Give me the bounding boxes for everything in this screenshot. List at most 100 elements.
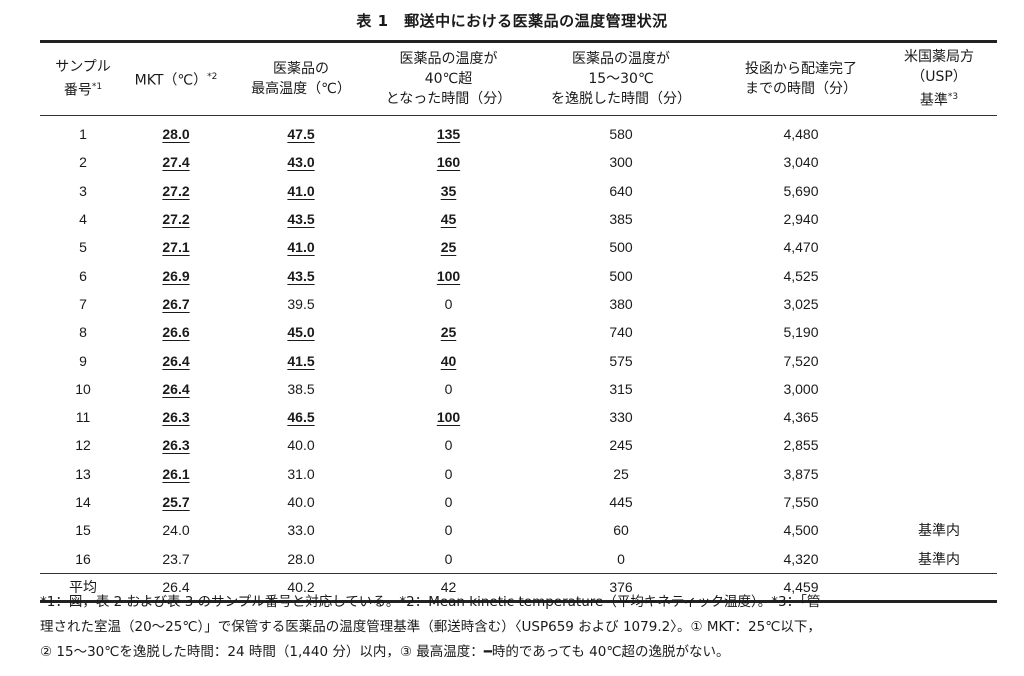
table-cell: 3,040: [783, 154, 819, 171]
table-cell: 12: [75, 437, 91, 454]
table-cell: 0: [617, 550, 625, 567]
table-cell: 575: [609, 352, 633, 369]
table-row: 8 26.6 45.0 25 740 5,190: [40, 318, 997, 346]
table-cell: 45.0: [287, 324, 315, 341]
average-cell: 26.4: [162, 578, 190, 595]
table-cell: 100: [436, 267, 461, 284]
average-cell: 376: [609, 578, 633, 595]
table-row: 5 27.1 41.0 25 500 4,470: [40, 233, 997, 261]
table-cell: 26.4: [162, 380, 190, 397]
table-cell: 1: [79, 126, 87, 143]
table-cell: 380: [609, 295, 633, 312]
average-cell: 平均: [69, 578, 97, 595]
table-cell: [881, 233, 997, 261]
table-cell: 0: [444, 465, 453, 482]
table-cell: [881, 205, 997, 233]
table-cell: 0: [444, 437, 453, 454]
table-cell: 基準内: [918, 550, 960, 567]
header-line: 医薬品の: [273, 61, 329, 77]
column-header: 米国薬局方 （USP） 基準*3: [881, 42, 997, 116]
table-cell: 245: [609, 437, 633, 454]
table-cell: 100: [436, 409, 461, 426]
table-cell: 6: [79, 267, 87, 284]
table-cell: 13: [75, 465, 91, 482]
table-cell: 5: [79, 239, 87, 256]
table-cell: [881, 177, 997, 205]
table-cell: 26.3: [162, 437, 190, 454]
table-row: 6 26.9 43.5 100 500 4,525: [40, 261, 997, 289]
table-row: 16 23.7 28.0 0 0 4,320 基準内: [40, 544, 997, 573]
table-row: 14 25.7 40.0 0 445 7,550: [40, 488, 997, 516]
table-cell: 4,500: [783, 522, 819, 539]
table-cell: 47.5: [287, 126, 315, 143]
table-cell: 0: [444, 522, 453, 539]
table-cell: 135: [436, 126, 461, 143]
table-cell: 9: [79, 352, 87, 369]
table-cell: 31.0: [287, 465, 315, 482]
header-line: を逸脱した時間（分）: [551, 91, 691, 107]
table-cell: [881, 403, 997, 431]
table-cell: 45: [440, 211, 457, 228]
footnote-marker: *2: [207, 72, 218, 83]
table-cell: 27.1: [162, 239, 190, 256]
column-header: 医薬品の温度が 15～30℃ を逸脱した時間（分）: [521, 42, 721, 116]
table-cell: 40.0: [287, 437, 315, 454]
table-cell: [881, 116, 997, 149]
table-cell: [881, 148, 997, 176]
table-cell: 315: [609, 380, 633, 397]
table-cell: 0: [444, 550, 453, 567]
average-cell: 4,459: [783, 578, 819, 595]
header-line: サンプル: [55, 59, 111, 76]
header-line: MKT（℃）: [134, 72, 208, 89]
column-header: サンプル 番号*1: [40, 42, 126, 116]
table-cell: 4,365: [783, 409, 819, 426]
table-cell: 500: [609, 267, 633, 284]
table-cell: 46.5: [287, 409, 315, 426]
table-cell: [881, 318, 997, 346]
table-cell: 4,320: [783, 550, 819, 567]
table-cell: 27.2: [162, 182, 190, 199]
table-cell: 385: [609, 211, 633, 228]
table-cell: 4,525: [783, 267, 819, 284]
table-cell: 7,520: [783, 352, 819, 369]
header-line: 医薬品の温度が: [399, 51, 498, 67]
table-cell: 0: [444, 380, 453, 397]
table-cell: [881, 460, 997, 488]
table-row: 9 26.4 41.5 40 575 7,520: [40, 346, 997, 374]
header-line: となった時間（分）: [385, 91, 512, 107]
table-cell: [881, 261, 997, 289]
table-cell: 26.9: [162, 267, 190, 284]
table-row: 3 27.2 41.0 35 640 5,690: [40, 177, 997, 205]
table-cell: 26.3: [162, 409, 190, 426]
table-cell: 4,480: [783, 126, 819, 143]
header-line: 投函から配達完了: [745, 61, 857, 77]
column-header: 医薬品の最高温度（℃）: [226, 42, 376, 116]
column-header: 投函から配達完了 までの時間（分）: [721, 42, 881, 116]
table-cell: 4: [79, 211, 87, 228]
table-cell: [881, 346, 997, 374]
table-cell: 7: [79, 295, 87, 312]
table-cell: 7,550: [783, 494, 819, 510]
table-cell: 40.0: [287, 494, 315, 510]
table-cell: 2: [79, 154, 87, 171]
table-cell: 580: [609, 126, 633, 143]
table-row: 13 26.1 31.0 0 25 3,875: [40, 460, 997, 488]
table-cell: 24.0: [162, 522, 190, 539]
table-cell: 25: [440, 324, 457, 341]
table-cell: 0: [444, 295, 453, 312]
table-cell: 445: [609, 494, 633, 510]
footnote-marker: *3: [947, 92, 959, 103]
header-line: 最高温度（℃）: [251, 81, 351, 97]
header-line: 基準: [919, 92, 948, 109]
table-cell: 500: [609, 239, 633, 256]
table-cell: 33.0: [287, 522, 315, 539]
table-cell: 41.5: [287, 352, 315, 369]
footnote-marker: *1: [91, 82, 103, 93]
table-cell: 4,470: [783, 239, 819, 256]
table-row: 7 26.7 39.5 0 380 3,025: [40, 290, 997, 318]
table-cell: 15: [75, 522, 91, 539]
table-cell: 3,000: [783, 380, 819, 397]
table-cell: [881, 431, 997, 459]
table-cell: 740: [609, 324, 633, 341]
table-row: 1 28.0 47.5 135 580 4,480: [40, 116, 997, 149]
